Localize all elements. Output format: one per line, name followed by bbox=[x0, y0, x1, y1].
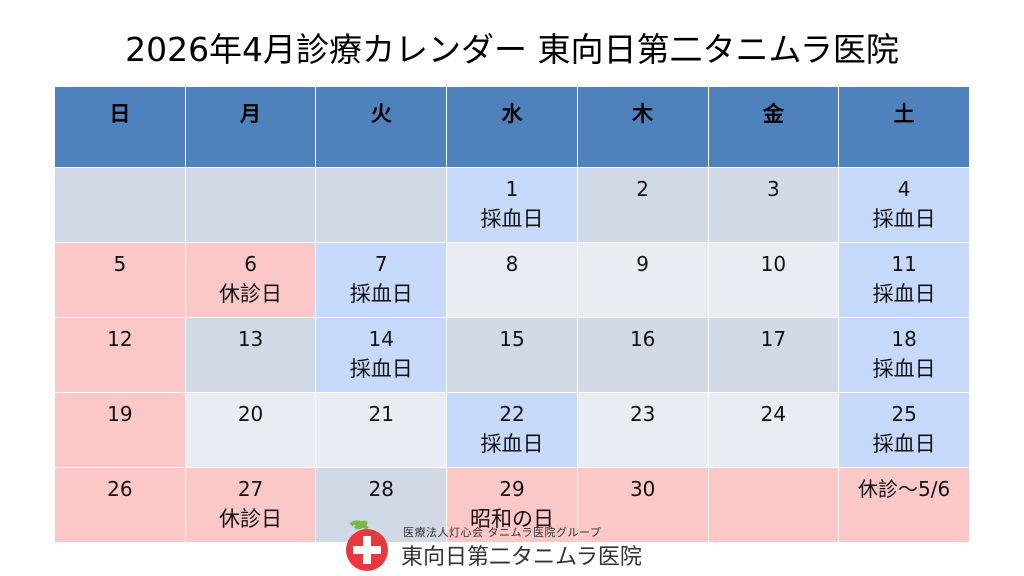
day-number: 16 bbox=[629, 327, 656, 351]
day-number: 27 bbox=[237, 477, 264, 501]
calendar-day-cell: 7 採血日 bbox=[315, 242, 448, 318]
weekday-header: 火 bbox=[315, 86, 448, 168]
weekday-header-row: 日 月 火 水 木 金 土 bbox=[54, 86, 970, 168]
calendar-day-cell: 16 bbox=[576, 317, 709, 393]
day-note: 採血日 bbox=[872, 357, 936, 381]
calendar-day-cell: 30 bbox=[576, 467, 709, 543]
calendar-week-row: 19 20 21 22 採血日 23 24 25 採血日 bbox=[54, 392, 970, 468]
calendar-day-cell: 27 休診日 bbox=[184, 467, 317, 543]
calendar-day-cell bbox=[315, 167, 448, 243]
day-number: 13 bbox=[237, 327, 264, 351]
day-note: 採血日 bbox=[872, 207, 936, 231]
calendar-day-cell: 4 採血日 bbox=[838, 167, 970, 243]
day-note: 休診日 bbox=[219, 507, 283, 531]
day-note: 休診日 bbox=[219, 282, 283, 306]
day-number: 7 bbox=[374, 252, 388, 276]
day-note: 採血日 bbox=[872, 282, 936, 306]
day-number: 10 bbox=[760, 252, 787, 276]
day-number: 1 bbox=[505, 177, 519, 201]
calendar-day-cell: 8 bbox=[446, 242, 578, 318]
day-number: 24 bbox=[760, 402, 787, 426]
calendar-day-cell bbox=[184, 167, 317, 243]
day-number: 26 bbox=[107, 477, 133, 501]
day-note: 採血日 bbox=[480, 207, 544, 231]
calendar-day-cell bbox=[54, 167, 186, 243]
calendar-day-cell: 23 bbox=[576, 392, 709, 468]
apple-cross-logo-icon bbox=[346, 520, 388, 571]
day-number: 23 bbox=[629, 402, 656, 426]
calendar-day-cell: 28 bbox=[315, 467, 448, 543]
day-number: 15 bbox=[499, 327, 525, 351]
calendar-day-cell: 24 bbox=[707, 392, 840, 468]
page-title: 2026年4月診療カレンダー 東向日第二タニムラ医院 bbox=[125, 30, 899, 69]
day-note: 昭和の日 bbox=[469, 507, 554, 531]
day-number: 休診～5/6 bbox=[858, 477, 951, 501]
day-number: 6 bbox=[244, 252, 257, 276]
footer-clinic-name: 東向日第二タニムラ医院 bbox=[401, 545, 642, 570]
day-number: 14 bbox=[368, 327, 394, 351]
calendar-day-cell: 10 bbox=[707, 242, 840, 318]
calendar-day-cell bbox=[707, 467, 840, 543]
calendar-day-cell: 休診～5/6 bbox=[838, 467, 970, 543]
day-number: 30 bbox=[629, 477, 656, 501]
day-number: 20 bbox=[237, 402, 264, 426]
day-number: 4 bbox=[897, 177, 911, 201]
calendar-day-cell: 2 bbox=[576, 167, 709, 243]
calendar-day-cell: 26 bbox=[54, 467, 186, 543]
calendar-day-cell: 21 bbox=[315, 392, 448, 468]
calendar-week-row: 26 27 休診日 28 29 昭和の日 30 休診～5/6 bbox=[54, 467, 970, 543]
calendar-day-cell: 25 採血日 bbox=[838, 392, 970, 468]
calendar-day-cell: 9 bbox=[576, 242, 709, 318]
day-number: 17 bbox=[760, 327, 787, 351]
calendar-day-cell: 17 bbox=[707, 317, 840, 393]
day-note: 採血日 bbox=[480, 432, 544, 456]
day-number: 18 bbox=[891, 327, 917, 351]
day-number: 22 bbox=[499, 402, 525, 426]
day-number: 25 bbox=[891, 402, 917, 426]
weekday-header: 金 bbox=[707, 86, 840, 168]
day-number: 11 bbox=[891, 252, 917, 276]
calendar-day-cell: 12 bbox=[54, 317, 186, 393]
day-number: 9 bbox=[636, 252, 650, 276]
calendar-day-cell: 13 bbox=[184, 317, 317, 393]
calendar-day-cell: 14 採血日 bbox=[315, 317, 448, 393]
weekday-header: 日 bbox=[54, 86, 186, 168]
day-number: 12 bbox=[107, 327, 133, 351]
weekday-header: 月 bbox=[184, 86, 317, 168]
day-number: 3 bbox=[767, 177, 780, 201]
calendar-day-cell: 3 bbox=[707, 167, 840, 243]
calendar-day-cell: 29 昭和の日 bbox=[446, 467, 578, 543]
day-number: 28 bbox=[368, 477, 394, 501]
weekday-header: 土 bbox=[838, 86, 970, 168]
day-number: 21 bbox=[368, 402, 394, 426]
day-number: 5 bbox=[113, 252, 127, 276]
footer-logo: 医療法人灯心会 タニムラ医院グループ 東向日第二タニムラ医院 bbox=[341, 517, 671, 573]
calendar-day-cell: 19 bbox=[54, 392, 186, 468]
day-number: 29 bbox=[499, 477, 525, 501]
calendar-week-row: 5 6 休診日 7 採血日 8 9 10 11 採血日 bbox=[54, 242, 970, 318]
day-note: 採血日 bbox=[872, 432, 936, 456]
calendar-table: 日 月 火 水 木 金 土 1 採血日 2 3 4 採血日 5 6 休診日 7 採血日 8 9 10 11 採… bbox=[54, 86, 970, 543]
calendar-day-cell: 22 採血日 bbox=[446, 392, 578, 468]
calendar-day-cell: 1 採血日 bbox=[446, 167, 578, 243]
calendar-week-row: 1 採血日 2 3 4 採血日 bbox=[54, 167, 970, 243]
calendar-day-cell: 18 採血日 bbox=[838, 317, 970, 393]
day-number: 2 bbox=[636, 177, 650, 201]
calendar-day-cell: 6 休診日 bbox=[184, 242, 317, 318]
weekday-header: 水 bbox=[446, 86, 578, 168]
day-number: 8 bbox=[505, 252, 519, 276]
calendar-day-cell: 5 bbox=[54, 242, 186, 318]
calendar-day-cell: 11 採血日 bbox=[838, 242, 970, 318]
day-note: 採血日 bbox=[349, 357, 413, 381]
day-number: 19 bbox=[107, 402, 133, 426]
calendar-day-cell: 20 bbox=[184, 392, 317, 468]
day-note: 採血日 bbox=[349, 282, 413, 306]
weekday-header: 木 bbox=[576, 86, 709, 168]
calendar-week-row: 12 13 14 採血日 15 16 17 18 採血日 bbox=[54, 317, 970, 393]
footer-group-name: 医療法人灯心会 タニムラ医院グループ bbox=[403, 526, 602, 539]
calendar-day-cell: 15 bbox=[446, 317, 578, 393]
